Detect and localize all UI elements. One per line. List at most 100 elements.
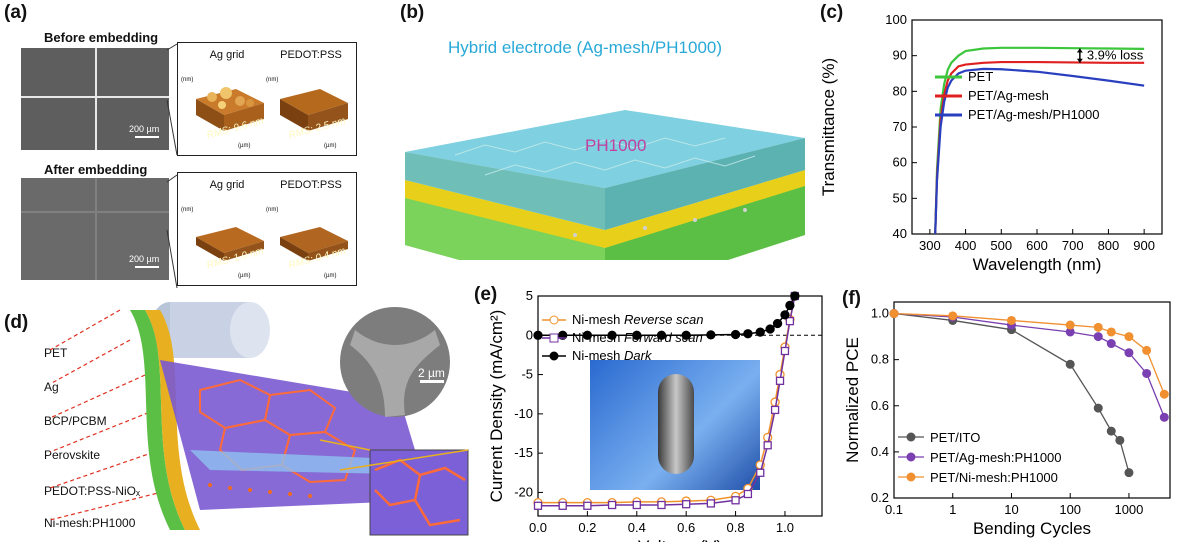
scale-bar: [135, 136, 159, 138]
data-point: [743, 489, 753, 499]
data-point: [743, 329, 753, 339]
x-tick-label: 900: [1133, 238, 1155, 253]
data-point: [1065, 320, 1075, 330]
afm-box-after: Ag grid PEDOT:PSS (nm) (nm) RMS: 1.0 nm …: [177, 172, 357, 286]
legend-label: Ni-mesh Forward scan: [572, 330, 703, 345]
flexible-device-illustration: [49, 302, 469, 536]
before-embedding-title: Before embedding: [44, 30, 159, 45]
panel-a-label: (a): [4, 2, 28, 23]
afm-title-pedot: PEDOT:PSS: [280, 49, 342, 61]
data-point: [1159, 412, 1169, 422]
legend-label: PET/Ni-mesh:PH1000: [930, 470, 1058, 485]
data-point: [948, 311, 958, 321]
series-line: [893, 312, 1165, 395]
device-layer-label-pedot-nio: PEDOT:PSS-NiOₓ: [44, 484, 140, 498]
x-tick-label: 1000: [1114, 502, 1143, 517]
sem-image-before: 200 µm: [21, 48, 169, 150]
data-point: [681, 330, 691, 340]
legend-label: PET: [968, 69, 993, 84]
plot-frame: [893, 301, 1171, 499]
data-point: [1093, 332, 1103, 342]
series-line-pet: [934, 46, 1145, 235]
x-tick-label: 1: [949, 502, 956, 517]
afm-box-before: Ag grid PEDOT:PSS (nm) (nm) RMS: 9.6 nm …: [177, 42, 357, 156]
legend-marker: [549, 351, 559, 361]
x-tick-label: 0.8: [727, 520, 745, 535]
jv-curve-chart: 0.0 0.2 0.4 0.6 0.8 1.0 5 0 -5 -10 -15 -20 Voltage (…: [487, 288, 823, 542]
data-point: [1065, 359, 1075, 369]
data-point: [1124, 332, 1134, 342]
afm-xy-unit: (µm): [238, 143, 251, 149]
y-tick-label: 40: [893, 226, 907, 241]
x-tick-label: 700: [1062, 238, 1084, 253]
legend-label: Ni-mesh Reverse scan: [572, 312, 704, 327]
data-point: [656, 330, 667, 340]
scale-bar-label: 200 µm: [129, 254, 160, 264]
x-tick-label: 10: [1004, 502, 1018, 517]
device-layer-label-bcp: BCP/PCBM: [44, 414, 107, 428]
legend-label: PET/Ag-mesh: [968, 88, 1049, 103]
y-tick-label: 0.2: [871, 490, 889, 505]
y-tick-label: 100: [885, 12, 907, 27]
data-point: [1124, 468, 1134, 478]
x-axis-label: Wavelength (nm): [973, 255, 1102, 274]
y-tick-label: -15: [514, 445, 533, 460]
x-tick-label: 1.0: [776, 520, 794, 535]
legend-label: PET/Ag-mesh:PH1000: [930, 450, 1062, 465]
data-point: [607, 500, 617, 510]
loss-arrow-head: [1076, 48, 1083, 53]
y-tick-label: -20: [514, 484, 533, 499]
panel-f-label: (f): [842, 288, 861, 309]
ag-grid-line-vertical: [95, 178, 97, 280]
x-tick-label: 100: [1059, 502, 1081, 517]
x-tick-label: 0.2: [578, 520, 596, 535]
ag-grid-line-horizontal: [21, 211, 169, 213]
data-point: [632, 500, 641, 510]
y-tick-label: 60: [893, 155, 907, 170]
afm-xy-unit: (µm): [324, 273, 337, 279]
data-point: [770, 397, 780, 407]
x-tick-label: 400: [955, 238, 977, 253]
x-tick-label: 0.4: [628, 520, 646, 535]
afm-surface-pedot: [280, 89, 348, 131]
data-point: [730, 329, 741, 340]
sem-scale-bar-label: 2 µm: [418, 366, 445, 380]
x-tick-label: 500: [990, 238, 1012, 253]
legend-label: Ni-mesh Dark: [572, 348, 653, 363]
legend-marker: [906, 472, 916, 482]
data-point: [785, 316, 795, 326]
data-point: [1006, 315, 1016, 325]
ag-grid-line-vertical: [95, 48, 97, 150]
device-strip-photo: [658, 374, 694, 474]
data-point: [775, 376, 785, 386]
x-tick-label: 0.6: [677, 520, 695, 535]
data-point: [583, 501, 592, 510]
legend-marker: [549, 333, 559, 343]
ag-grid-line-horizontal: [21, 96, 169, 98]
data-point: [780, 310, 790, 320]
scale-bar-label: 200 µm: [129, 124, 160, 134]
legend-label: PET/Ag-mesh/PH1000: [968, 107, 1100, 122]
y-tick-label: 0.6: [871, 398, 889, 413]
y-tick-label: 50: [893, 190, 907, 205]
scale-bar: [135, 266, 159, 268]
x-axis-label: Bending Cycles: [973, 519, 1091, 538]
data-point: [1159, 389, 1169, 399]
legend-marker: [549, 315, 559, 325]
data-point: [770, 405, 780, 415]
x-tick-label: 0.0: [529, 520, 547, 535]
x-tick-label: 800: [1098, 238, 1120, 253]
data-point: [1106, 339, 1116, 349]
x-tick-label: 300: [919, 238, 941, 253]
data-point: [889, 309, 899, 319]
afm-title-ag-grid: Ag grid: [209, 49, 245, 61]
y-tick-label: 0: [526, 327, 533, 342]
data-point: [533, 330, 543, 340]
data-point: [706, 499, 716, 508]
y-tick-label: 1.0: [871, 306, 889, 321]
y-axis-label: Current Density (mA/cm²): [487, 310, 506, 503]
data-point: [1106, 426, 1116, 436]
hybrid-electrode-title: Hybrid electrode (Ag-mesh/PH1000): [448, 38, 723, 57]
afm-unit-label: (nm): [266, 207, 279, 213]
data-point: [755, 327, 765, 337]
